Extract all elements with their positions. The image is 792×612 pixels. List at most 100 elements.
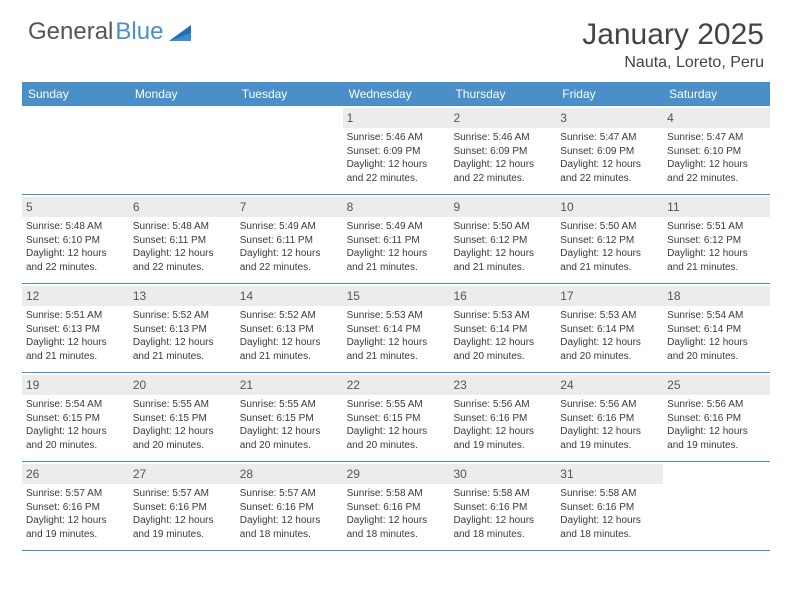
week-row: 26Sunrise: 5:57 AMSunset: 6:16 PMDayligh… — [22, 462, 770, 551]
daylight-text: Daylight: 12 hours and 20 minutes. — [560, 336, 659, 363]
calendar: Sunday Monday Tuesday Wednesday Thursday… — [22, 82, 770, 551]
sunset-text: Sunset: 6:12 PM — [453, 234, 552, 248]
sunrise-text: Sunrise: 5:53 AM — [560, 309, 659, 323]
day-cell: 3Sunrise: 5:47 AMSunset: 6:09 PMDaylight… — [556, 106, 663, 194]
day-cell: 31Sunrise: 5:58 AMSunset: 6:16 PMDayligh… — [556, 462, 663, 550]
day-cell: 10Sunrise: 5:50 AMSunset: 6:12 PMDayligh… — [556, 195, 663, 283]
sunset-text: Sunset: 6:12 PM — [560, 234, 659, 248]
day-number: 1 — [343, 108, 450, 128]
day-number: 21 — [236, 375, 343, 395]
daylight-text: Daylight: 12 hours and 20 minutes. — [667, 336, 766, 363]
sunrise-text: Sunrise: 5:57 AM — [240, 487, 339, 501]
day-number: 31 — [556, 464, 663, 484]
day-cell: . — [663, 462, 770, 550]
day-number: 17 — [556, 286, 663, 306]
sunset-text: Sunset: 6:15 PM — [240, 412, 339, 426]
sunrise-text: Sunrise: 5:55 AM — [347, 398, 446, 412]
sunrise-text: Sunrise: 5:46 AM — [347, 131, 446, 145]
day-number: 15 — [343, 286, 450, 306]
day-cell: 9Sunrise: 5:50 AMSunset: 6:12 PMDaylight… — [449, 195, 556, 283]
sunrise-text: Sunrise: 5:48 AM — [26, 220, 125, 234]
daylight-text: Daylight: 12 hours and 18 minutes. — [240, 514, 339, 541]
sunset-text: Sunset: 6:15 PM — [133, 412, 232, 426]
sunset-text: Sunset: 6:13 PM — [26, 323, 125, 337]
day-cell: 25Sunrise: 5:56 AMSunset: 6:16 PMDayligh… — [663, 373, 770, 461]
sunset-text: Sunset: 6:16 PM — [347, 501, 446, 515]
day-cell: 19Sunrise: 5:54 AMSunset: 6:15 PMDayligh… — [22, 373, 129, 461]
day-cell: 14Sunrise: 5:52 AMSunset: 6:13 PMDayligh… — [236, 284, 343, 372]
day-number: 11 — [663, 197, 770, 217]
sunrise-text: Sunrise: 5:53 AM — [347, 309, 446, 323]
sunrise-text: Sunrise: 5:50 AM — [560, 220, 659, 234]
day-number: 14 — [236, 286, 343, 306]
sunrise-text: Sunrise: 5:50 AM — [453, 220, 552, 234]
sunrise-text: Sunrise: 5:58 AM — [347, 487, 446, 501]
day-cell: . — [22, 106, 129, 194]
sail-icon — [167, 21, 193, 43]
day-cell: 24Sunrise: 5:56 AMSunset: 6:16 PMDayligh… — [556, 373, 663, 461]
sunset-text: Sunset: 6:16 PM — [560, 501, 659, 515]
day-number: 16 — [449, 286, 556, 306]
day-cell: 13Sunrise: 5:52 AMSunset: 6:13 PMDayligh… — [129, 284, 236, 372]
sunrise-text: Sunrise: 5:56 AM — [453, 398, 552, 412]
sunrise-text: Sunrise: 5:46 AM — [453, 131, 552, 145]
sunset-text: Sunset: 6:16 PM — [240, 501, 339, 515]
sunrise-text: Sunrise: 5:47 AM — [560, 131, 659, 145]
day-cell: 1Sunrise: 5:46 AMSunset: 6:09 PMDaylight… — [343, 106, 450, 194]
brand-part1: General — [28, 18, 113, 46]
sunset-text: Sunset: 6:09 PM — [560, 145, 659, 159]
daylight-text: Daylight: 12 hours and 20 minutes. — [347, 425, 446, 452]
sunset-text: Sunset: 6:09 PM — [453, 145, 552, 159]
daylight-text: Daylight: 12 hours and 20 minutes. — [26, 425, 125, 452]
day-cell: 6Sunrise: 5:48 AMSunset: 6:11 PMDaylight… — [129, 195, 236, 283]
day-cell: 23Sunrise: 5:56 AMSunset: 6:16 PMDayligh… — [449, 373, 556, 461]
sunrise-text: Sunrise: 5:58 AM — [453, 487, 552, 501]
day-cell: 11Sunrise: 5:51 AMSunset: 6:12 PMDayligh… — [663, 195, 770, 283]
daylight-text: Daylight: 12 hours and 18 minutes. — [560, 514, 659, 541]
day-number: 3 — [556, 108, 663, 128]
day-number: 8 — [343, 197, 450, 217]
day-number: 7 — [236, 197, 343, 217]
day-headers: Sunday Monday Tuesday Wednesday Thursday… — [22, 82, 770, 106]
sunset-text: Sunset: 6:09 PM — [347, 145, 446, 159]
daylight-text: Daylight: 12 hours and 22 minutes. — [240, 247, 339, 274]
day-number: 28 — [236, 464, 343, 484]
sunset-text: Sunset: 6:11 PM — [347, 234, 446, 248]
day-number: 12 — [22, 286, 129, 306]
day-cell: 2Sunrise: 5:46 AMSunset: 6:09 PMDaylight… — [449, 106, 556, 194]
sunset-text: Sunset: 6:11 PM — [240, 234, 339, 248]
sunset-text: Sunset: 6:13 PM — [240, 323, 339, 337]
daylight-text: Daylight: 12 hours and 21 minutes. — [347, 336, 446, 363]
daylight-text: Daylight: 12 hours and 22 minutes. — [453, 158, 552, 185]
daylight-text: Daylight: 12 hours and 19 minutes. — [133, 514, 232, 541]
sunrise-text: Sunrise: 5:51 AM — [667, 220, 766, 234]
daylight-text: Daylight: 12 hours and 19 minutes. — [560, 425, 659, 452]
sunrise-text: Sunrise: 5:51 AM — [26, 309, 125, 323]
day-number: 22 — [343, 375, 450, 395]
header: GeneralBlue January 2025 Nauta, Loreto, … — [0, 0, 792, 78]
day-header-wed: Wednesday — [343, 82, 450, 106]
day-cell: 15 Sunrise: 5:53 AMSunset: 6:14 PMDayligh… — [343, 284, 450, 372]
day-number: 5 — [22, 197, 129, 217]
day-header-mon: Monday — [129, 82, 236, 106]
sunset-text: Sunset: 6:16 PM — [560, 412, 659, 426]
sunset-text: Sunset: 6:16 PM — [133, 501, 232, 515]
sunrise-text: Sunrise: 5:54 AM — [667, 309, 766, 323]
day-cell: 29Sunrise: 5:58 AMSunset: 6:16 PMDayligh… — [343, 462, 450, 550]
sunrise-text: Sunrise: 5:57 AM — [133, 487, 232, 501]
week-row: 12Sunrise: 5:51 AMSunset: 6:13 PMDayligh… — [22, 284, 770, 373]
day-number: 26 — [22, 464, 129, 484]
sunset-text: Sunset: 6:15 PM — [26, 412, 125, 426]
sunset-text: Sunset: 6:16 PM — [26, 501, 125, 515]
daylight-text: Daylight: 12 hours and 21 minutes. — [453, 247, 552, 274]
day-number: 24 — [556, 375, 663, 395]
day-cell: 5Sunrise: 5:48 AMSunset: 6:10 PMDaylight… — [22, 195, 129, 283]
sunset-text: Sunset: 6:16 PM — [453, 412, 552, 426]
daylight-text: Daylight: 12 hours and 20 minutes. — [453, 336, 552, 363]
week-row: ...1Sunrise: 5:46 AMSunset: 6:09 PMDayli… — [22, 106, 770, 195]
sunset-text: Sunset: 6:14 PM — [347, 323, 446, 337]
daylight-text: Daylight: 12 hours and 19 minutes. — [26, 514, 125, 541]
daylight-text: Daylight: 12 hours and 18 minutes. — [453, 514, 552, 541]
week-row: 19Sunrise: 5:54 AMSunset: 6:15 PMDayligh… — [22, 373, 770, 462]
day-cell: 8Sunrise: 5:49 AMSunset: 6:11 PMDaylight… — [343, 195, 450, 283]
